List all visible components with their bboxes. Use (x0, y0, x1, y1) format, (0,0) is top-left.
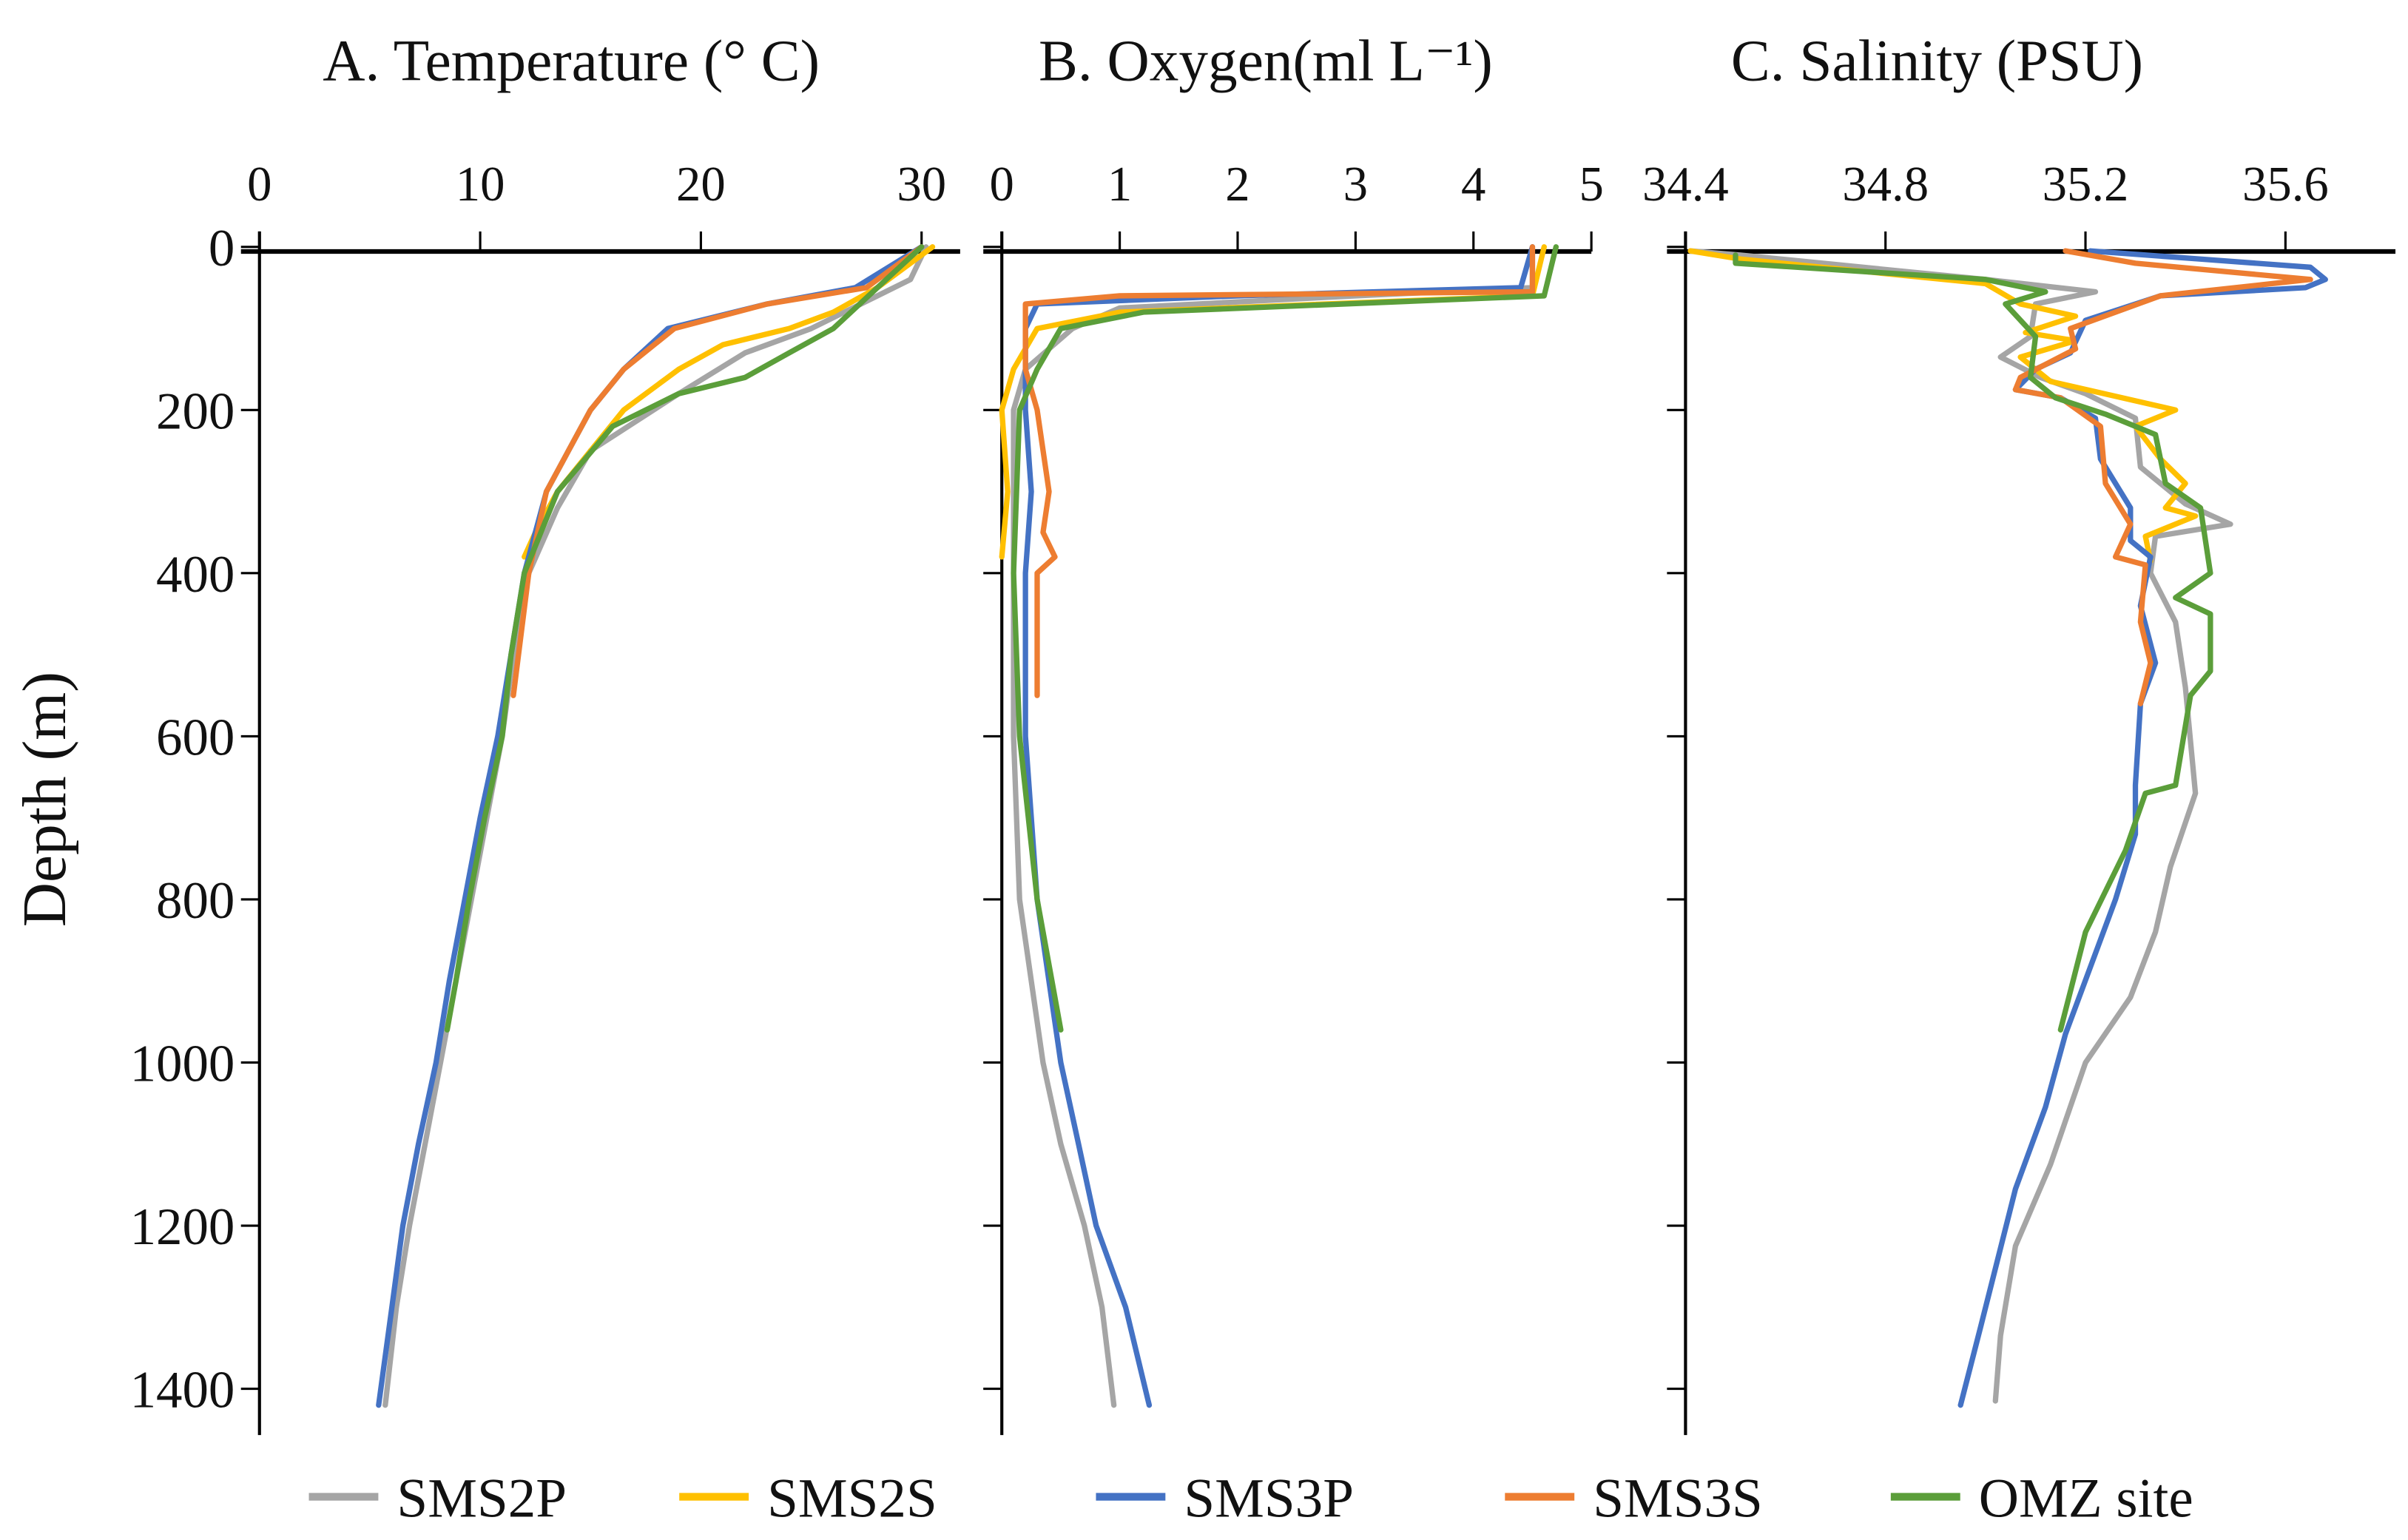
panel-title: B. Oxygen(ml L⁻¹) (1039, 28, 1493, 93)
y-tick-label: 1000 (130, 1036, 235, 1093)
x-tick-label: 10 (456, 158, 505, 212)
legend-label: SMS3S (1593, 1468, 1763, 1530)
x-tick-label: 4 (1461, 158, 1485, 212)
y-tick-label: 600 (156, 709, 235, 766)
legend-label: SMS3P (1184, 1468, 1354, 1530)
x-tick-label: 2 (1225, 158, 1249, 212)
legend-item-sms2p: SMS2P (308, 1468, 567, 1530)
y-tick-label: 1400 (130, 1362, 235, 1419)
panel-salinity: C. Salinity (PSU) 34.4 34.8 35.2 35.6 (1642, 28, 2396, 1436)
legend-label: SMS2P (397, 1468, 567, 1530)
legend: SMS2P SMS2S SMS3P SMS3S OMZ site (308, 1468, 2193, 1530)
series-line-sms3p (376, 244, 925, 1408)
legend-item-sms3p: SMS3P (1096, 1468, 1354, 1530)
x-tick-label: 1 (1107, 158, 1132, 212)
series-line-sms3s (1022, 244, 1536, 698)
series-line-sms2p (382, 244, 929, 1408)
legend-item-omz-site: OMZ site (1890, 1468, 2193, 1530)
x-tick-label: 35.6 (2242, 158, 2329, 212)
legend-label: SMS2S (767, 1468, 937, 1530)
series-line-sms2s (1687, 248, 2199, 564)
panel-title: C. Salinity (PSU) (1731, 28, 2143, 93)
x-tick-label: 5 (1579, 158, 1603, 212)
panel-title: A. Temperature (° C) (323, 28, 820, 93)
y-tick-label: 200 (156, 382, 235, 440)
series-line-sms3p (1957, 248, 2328, 1408)
x-tick-label: 3 (1343, 158, 1368, 212)
x-tick-label: 20 (676, 158, 726, 212)
panel-temperature: A. Temperature (° C) 0 10 20 30 0 200 400 600 800… (130, 28, 960, 1436)
x-tick-label: 34.8 (1842, 158, 1929, 212)
legend-item-sms3s: SMS3S (1505, 1468, 1763, 1530)
y-tick-label: 0 (209, 220, 235, 277)
y-tick-label: 800 (156, 872, 235, 930)
series-line-sms2p (1011, 244, 1536, 1408)
panel-oxygen: B. Oxygen(ml L⁻¹) 0 1 2 3 4 5 (983, 28, 1604, 1436)
series-line-omz-site (1733, 252, 2213, 1033)
legend-label: OMZ site (1979, 1468, 2193, 1530)
x-tick-label: 0 (990, 158, 1014, 212)
series-line-omz-site (444, 244, 925, 1033)
series-line-sms3p (1022, 244, 1536, 1408)
legend-item-sms2s: SMS2S (679, 1468, 937, 1530)
y-tick-label: 400 (156, 546, 235, 604)
y-axis-label: Depth (m) (11, 672, 79, 927)
series-line-sms3s (510, 244, 925, 698)
x-tick-label: 34.4 (1642, 158, 1729, 212)
x-tick-label: 0 (247, 158, 272, 212)
series-line-omz-site (1011, 244, 1559, 1033)
y-tick-label: 1200 (130, 1198, 235, 1256)
x-tick-label: 35.2 (2043, 158, 2129, 212)
x-tick-label: 30 (897, 158, 946, 212)
